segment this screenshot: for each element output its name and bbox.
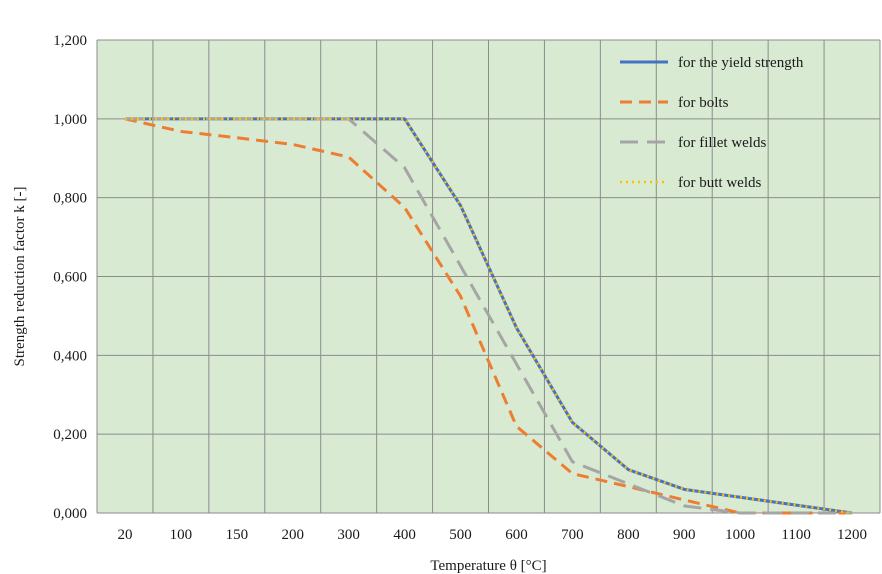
- x-tick-label: 700: [561, 527, 584, 543]
- x-tick-label: 200: [282, 527, 305, 543]
- x-tick-label: 20: [117, 527, 132, 543]
- y-tick-label: 0,800: [53, 191, 87, 207]
- legend-label: for the yield strength: [678, 55, 804, 71]
- series-line-for-bolts: [124, 117, 853, 515]
- y-tick-label: 0,200: [53, 427, 87, 443]
- x-tick-label: 1200: [837, 527, 867, 543]
- series-lines: [124, 117, 853, 515]
- y-axis-ticks: 0,000 0,200 0,400 0,600 0,800 1,000 1,200: [53, 33, 87, 522]
- legend-label: for fillet welds: [678, 135, 766, 151]
- legend-label: for bolts: [678, 95, 729, 111]
- x-tick-label: 300: [337, 527, 360, 543]
- y-tick-label: 1,200: [53, 33, 87, 49]
- x-tick-label: 1000: [725, 527, 755, 543]
- y-tick-label: 0,600: [53, 270, 87, 286]
- x-tick-label: 400: [393, 527, 416, 543]
- y-axis-label: Strength reduction factor k [-]: [12, 187, 28, 367]
- x-axis-ticks: 20 100 150 200 300 400 500 600 700 800 900 1000 1100…: [117, 527, 867, 543]
- x-tick-label: 1100: [781, 527, 810, 543]
- x-tick-label: 500: [449, 527, 472, 543]
- x-tick-label: 100: [170, 527, 193, 543]
- x-tick-label: 600: [505, 527, 528, 543]
- y-tick-label: 0,000: [53, 506, 87, 522]
- x-tick-label: 800: [617, 527, 640, 543]
- x-tick-label: 900: [673, 527, 696, 543]
- y-tick-label: 0,400: [53, 348, 87, 364]
- legend: for the yield strength for bolts for fille…: [620, 55, 804, 191]
- legend-label: for butt welds: [678, 175, 761, 191]
- x-axis-label: Temperature θ [°C]: [430, 558, 546, 574]
- x-tick-label: 150: [226, 527, 249, 543]
- series-line-for-butt-welds: [124, 117, 853, 515]
- y-tick-label: 1,000: [53, 112, 87, 128]
